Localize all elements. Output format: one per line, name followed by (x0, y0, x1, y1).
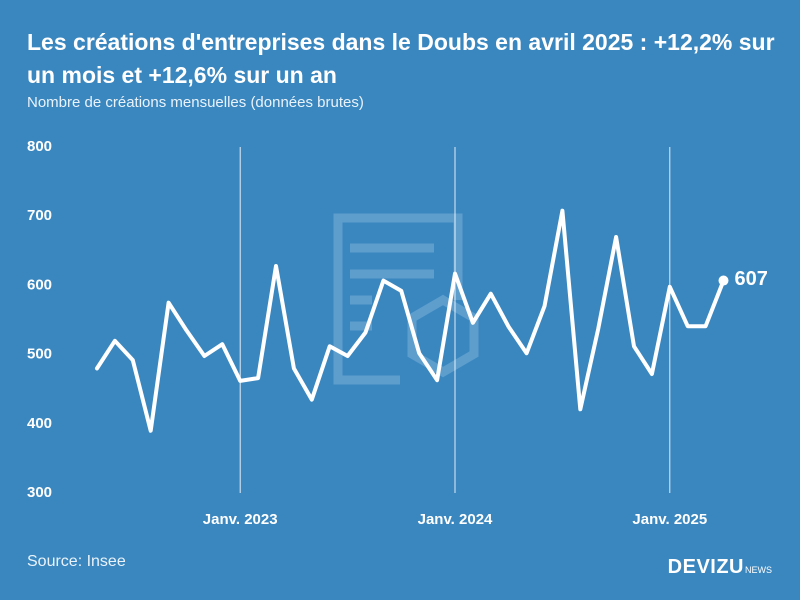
x-tick-label: Janv. 2024 (418, 511, 493, 528)
y-tick-label: 500 (27, 346, 52, 363)
gridlines (239, 147, 671, 493)
y-tick-label: 300 (27, 484, 52, 501)
devizu-logo: DEVIZU NEWS (668, 556, 772, 579)
chart-title: Les créations d'entreprises dans le Doub… (27, 29, 775, 88)
last-data-point (718, 275, 729, 286)
x-tick-label: Janv. 2023 (203, 511, 278, 528)
logo-sub: NEWS (745, 565, 772, 575)
chart-subtitle: Nombre de créations mensuelles (données … (27, 94, 364, 111)
series-line (95, 208, 726, 433)
data-points (718, 275, 729, 286)
source-note: Source: Insee (27, 553, 126, 570)
x-tick-label: Janv. 2025 (632, 511, 707, 528)
last-value-label: 607 (735, 268, 768, 290)
y-tick-label: 800 (27, 138, 52, 155)
y-tick-label: 600 (27, 276, 52, 293)
logo-main: DEVIZU (667, 556, 744, 578)
y-tick-label: 400 (27, 415, 52, 432)
y-axis: 800 700 600 500 400 300 (27, 138, 52, 501)
document-watermark-icon (333, 213, 479, 385)
y-tick-label: 700 (27, 207, 52, 224)
x-axis: Janv. 2023 Janv. 2024 Janv. 2025 (203, 511, 707, 528)
